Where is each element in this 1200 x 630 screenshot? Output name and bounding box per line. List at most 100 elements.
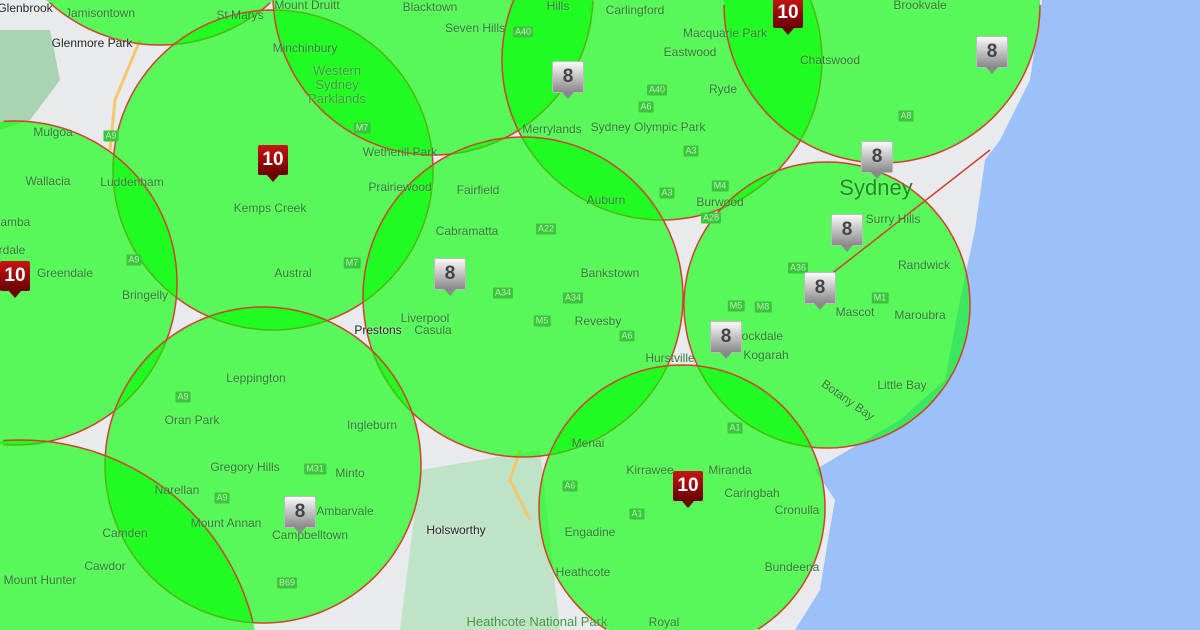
place-label: Heathcote xyxy=(555,565,611,579)
place-label: Menai xyxy=(571,436,605,450)
place-label: Campbelltown xyxy=(271,528,349,542)
coverage-circle[interactable] xyxy=(724,0,1040,163)
road-shield: M4 xyxy=(711,180,729,192)
place-label: St Marys xyxy=(216,8,264,22)
road-shield: A9 xyxy=(214,492,230,504)
coverage-circle[interactable] xyxy=(0,121,177,445)
place-label: Hurstville xyxy=(645,351,695,365)
road-shield: M31 xyxy=(304,463,326,475)
marker-value: 8 xyxy=(814,277,826,298)
road-shield: A6 xyxy=(638,101,654,113)
place-label: Maroubra xyxy=(894,308,946,322)
place-label: Western Sydney Parklands xyxy=(308,63,366,106)
map-marker-8[interactable]: 8 xyxy=(831,214,863,252)
place-label: Rockdale xyxy=(732,329,784,343)
road-shield: M5 xyxy=(727,300,745,312)
place-label: Miranda xyxy=(708,463,752,477)
marker-value: 8 xyxy=(871,146,883,167)
coverage-circle[interactable] xyxy=(684,162,970,448)
place-label: Wallacia xyxy=(25,174,71,188)
road-shield: A8 xyxy=(898,110,914,122)
place-label: Mount Druitt xyxy=(274,0,340,12)
coverage-circle[interactable] xyxy=(363,137,683,457)
map-marker-8[interactable]: 8 xyxy=(284,496,316,534)
road-shield: A36 xyxy=(787,262,809,274)
place-label: Kogarah xyxy=(743,348,789,362)
place-label: Seven Hills xyxy=(444,21,506,35)
place-label: Chatswood xyxy=(799,53,861,67)
road-shield: M7 xyxy=(343,257,361,269)
place-label: Heathcote National Park xyxy=(466,614,608,629)
place-label: Casula xyxy=(414,323,452,337)
place-label: Liverpool xyxy=(400,311,450,325)
place-label: Austral xyxy=(274,266,312,280)
road-shield: A40 xyxy=(512,26,534,38)
road-shield: A28 xyxy=(700,212,722,224)
place-label: Mount Hunter xyxy=(3,573,77,587)
coverage-circle[interactable] xyxy=(0,440,260,630)
road-shield: B69 xyxy=(276,577,298,589)
place-label: Cawdor xyxy=(84,559,126,573)
marker-value: 8 xyxy=(294,501,306,522)
place-label: Sydney xyxy=(839,175,913,200)
road-shield: A9 xyxy=(126,254,142,266)
map-marker-8[interactable]: 8 xyxy=(434,258,466,296)
map-marker-10[interactable]: 10 xyxy=(0,261,30,298)
place-label: Cabramatta xyxy=(435,224,499,238)
map-marker-8[interactable]: 8 xyxy=(552,61,584,99)
place-label: Holsworthy xyxy=(426,523,486,537)
place-label: Ingleburn xyxy=(346,418,398,432)
map-marker-8[interactable]: 8 xyxy=(976,36,1008,74)
place-label: Mount Annan xyxy=(190,516,262,530)
map-marker-10[interactable]: 10 xyxy=(773,0,803,35)
place-label: Randwick xyxy=(897,258,951,272)
place-label: Hills xyxy=(546,0,570,13)
marker-value: 8 xyxy=(444,263,456,284)
place-label: Caringbah xyxy=(724,486,780,500)
map-marker-8[interactable]: 8 xyxy=(710,321,742,359)
place-label: Narellan xyxy=(154,483,200,497)
place-label: Revesby xyxy=(574,314,622,328)
place-label: Jamisontown xyxy=(64,6,136,20)
connector-line xyxy=(806,149,991,294)
place-label: Camden xyxy=(102,526,148,540)
road-shield: A34 xyxy=(492,287,514,299)
road-shield: A1 xyxy=(629,508,645,520)
map-marker-8[interactable]: 8 xyxy=(804,272,836,310)
road-shield: A9 xyxy=(175,391,191,403)
place-label: Little Bay xyxy=(877,378,927,392)
road-shield: A6 xyxy=(619,330,635,342)
road-shield: M5 xyxy=(533,315,551,327)
place-label: Prestons xyxy=(354,323,402,337)
road-shield: A34 xyxy=(562,292,584,304)
marker-value: 10 xyxy=(262,149,284,170)
place-label: Mascot xyxy=(835,305,875,319)
place-label: Merrylands xyxy=(522,122,582,136)
marker-value: 8 xyxy=(562,66,574,87)
place-label: rdale xyxy=(0,243,26,257)
coverage-circle-outline xyxy=(3,439,254,623)
road-shield: M8 xyxy=(754,301,772,313)
place-label: Wetherill Park xyxy=(362,145,438,159)
road-shield: A6 xyxy=(562,480,578,492)
place-label: Engadine xyxy=(564,525,616,539)
marker-value: 8 xyxy=(841,219,853,240)
place-label: Eastwood xyxy=(663,45,717,59)
marker-value: 10 xyxy=(4,265,26,286)
place-label: Bringelly xyxy=(121,288,169,302)
marker-value: 8 xyxy=(720,326,732,347)
place-label: Mulgoa xyxy=(33,125,73,139)
place-label: Carlingford xyxy=(605,3,665,17)
place-label: Ryde xyxy=(708,82,738,96)
place-label: Luddenham xyxy=(100,175,164,189)
road-shield: A40 xyxy=(646,84,668,96)
road-shield: A1 xyxy=(727,422,743,434)
map-marker-8[interactable]: 8 xyxy=(861,141,893,179)
place-label: Auburn xyxy=(586,193,626,207)
map-marker-10[interactable]: 10 xyxy=(673,471,703,508)
place-label: gamba xyxy=(0,215,31,229)
coverage-circles xyxy=(0,0,1041,630)
coverage-circle[interactable] xyxy=(0,0,325,45)
map-marker-10[interactable]: 10 xyxy=(258,145,288,182)
